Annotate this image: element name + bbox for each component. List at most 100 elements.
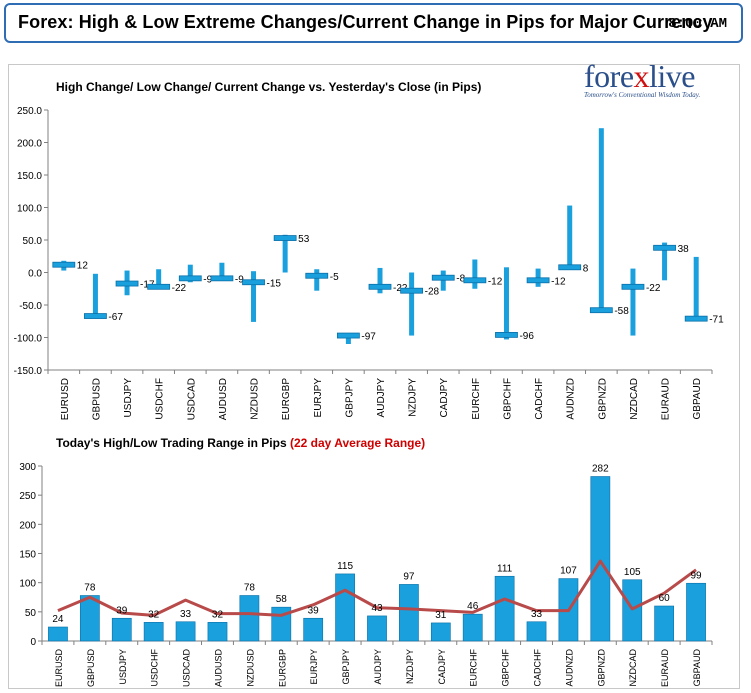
current-marker [242,279,265,286]
range-bar [686,582,706,642]
bottom-category-label: EURCHF [469,648,479,686]
bottom-category-label: NZDCAD [628,649,638,687]
current-marker [526,277,550,284]
header-title: Forex: High & Low Extreme Changes/Curren… [18,12,713,32]
current-marker [305,272,329,279]
range-bar [282,234,288,273]
top-y-tick-label: 250.0 [17,106,42,117]
current-label: -22 [646,283,661,294]
range-label: 78 [244,583,256,594]
top-category-label: EURCHF [471,378,482,420]
range-bar [462,613,483,642]
current-marker [273,235,297,241]
current-label: -22 [172,283,187,294]
top-category-label: AUDUSD [218,378,229,420]
range-label: 39 [116,605,128,616]
current-label: -12 [488,276,503,287]
bottom-category-label: EURAUD [660,649,670,688]
range-bar [239,595,260,642]
top-category-label: EURUSD [60,378,71,420]
range-bar [472,259,478,289]
current-label: 12 [77,261,89,272]
top-y-tick-label: 0.0 [28,269,42,280]
range-label: 32 [148,609,160,620]
current-marker [84,313,107,319]
current-label: -9 [235,274,244,285]
bottom-chart-title: Today's High/Low Trading Range in Pips (… [56,436,425,450]
bottom-category-label: AUDJPY [373,649,383,685]
range-label: 105 [624,567,641,578]
bottom-category-label: CADCHF [533,648,543,686]
top-category-label: AUDJPY [376,378,387,418]
top-category-label: EURJPY [313,378,324,418]
current-marker [463,277,487,284]
bottom-y-tick-label: 200 [19,520,36,531]
bottom-y-tick-label: 300 [19,462,36,473]
header-banner: Forex: High & Low Extreme Changes/Curren… [4,3,743,43]
range-label: 99 [690,570,702,581]
top-category-label: USDCAD [186,378,197,420]
top-y-tick-label: -100.0 [14,334,43,345]
bottom-category-label: EURGBP [277,649,287,687]
bottom-category-label: GBPNZD [596,649,606,687]
range-label: 24 [52,614,64,625]
current-label: -58 [614,306,629,317]
header-time: 8:00 AM [668,16,727,32]
current-label: 8 [583,263,589,274]
range-label: 97 [403,571,415,582]
top-category-label: NZDJPY [408,378,419,417]
range-bar [219,262,225,281]
range-label: 282 [592,464,609,475]
range-label: 32 [212,609,224,620]
bottom-y-tick-label: 50 [25,608,37,619]
bottom-category-label: GBPJPY [341,649,351,685]
top-category-label: EURGBP [281,378,292,421]
range-bar [367,615,387,642]
top-category-label: CADCHF [534,378,545,420]
range-bar [440,270,446,291]
range-label: 60 [659,593,671,604]
top-category-label: EURAUD [661,378,672,420]
range-bar [251,271,257,322]
bottom-category-label: AUDNZD [564,649,574,687]
range-bar [654,605,675,642]
range-label: 58 [276,594,288,605]
current-marker [653,244,676,251]
range-label: 33 [180,609,192,620]
bottom-category-label: NZDJPY [405,649,415,684]
range-bar [399,584,419,642]
current-label: 53 [298,234,310,245]
range-label: 107 [560,566,577,577]
top-category-label: AUDNZD [566,378,577,420]
current-marker [178,275,202,282]
range-bar [48,626,68,642]
logo-wordmark: forexlive [584,58,695,94]
current-marker [368,283,392,290]
bottom-category-label: EURJPY [309,649,319,685]
current-label: 38 [678,244,690,255]
current-label: -71 [709,315,724,326]
top-category-label: GBPJPY [344,378,355,418]
range-bar [143,622,164,642]
logo-tagline: Tomorrow's Conventional Wisdom Today. [584,91,701,99]
range-bar [207,622,228,642]
range-bar [526,621,547,642]
range-bar [175,621,196,642]
current-marker [336,332,360,339]
bottom-category-label: USDCAD [182,649,192,688]
current-marker [558,264,582,271]
top-y-tick-label: 100.0 [17,204,42,215]
bottom-y-tick-label: 0 [30,637,36,648]
current-label: -96 [519,331,534,342]
top-category-label: GBPCHF [502,378,513,420]
bottom-category-label: USDCHF [150,648,160,686]
top-category-label: GBPNZD [597,378,608,420]
bottom-y-tick-label: 250 [19,491,36,502]
top-y-tick-label: 150.0 [17,171,42,182]
bottom-category-label: GBPUSD [86,649,96,688]
bottom-y-tick-label: 100 [19,579,36,590]
range-bar [662,242,668,281]
current-marker [684,315,708,322]
